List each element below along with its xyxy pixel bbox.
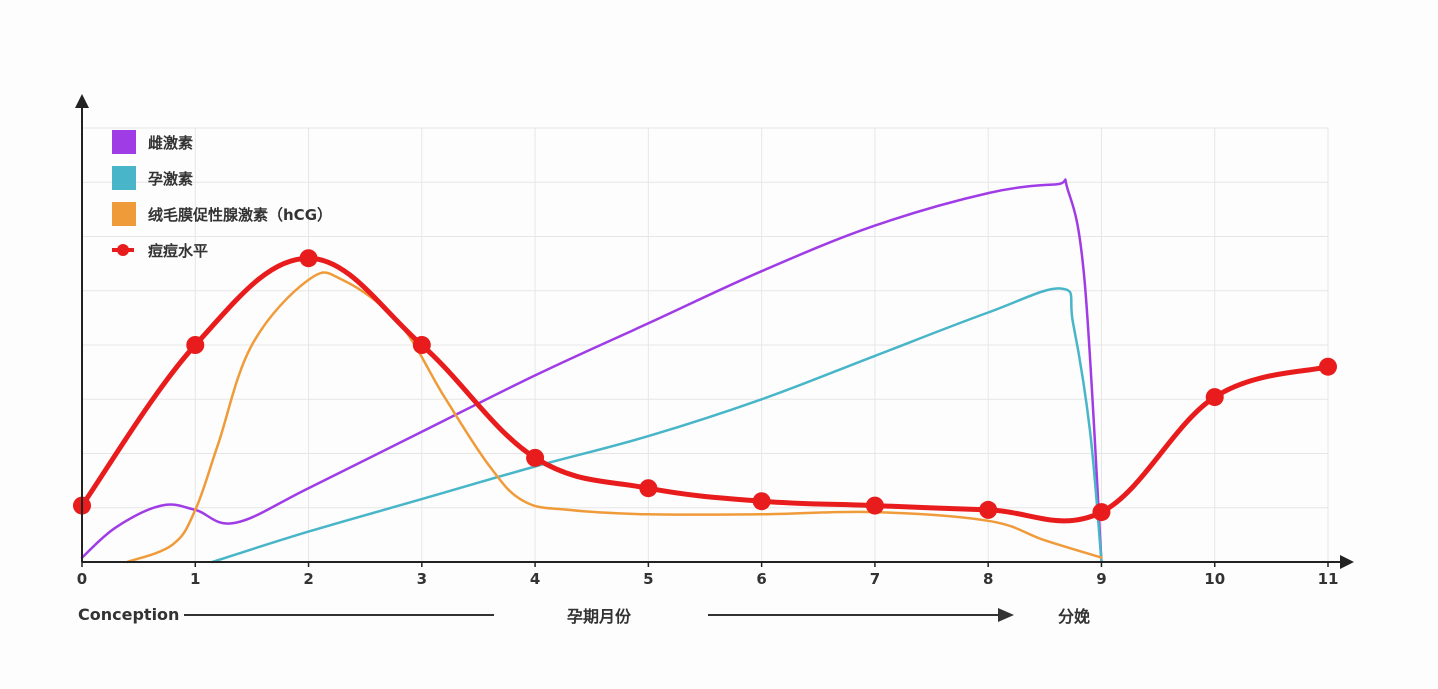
x-tick-label: 3 [417,570,427,588]
legend-label: 孕激素 [148,170,193,188]
data-point [412,336,431,354]
x-tick-label: 8 [983,570,993,588]
legend-swatch [112,202,136,226]
series-layer [73,178,1337,564]
legend-swatch-dot [117,244,129,256]
data-point [1205,388,1224,407]
data-point [1092,503,1111,522]
x-tick-label: 9 [1096,570,1106,588]
x-tick-label: 5 [643,570,653,588]
legend-item: 雌激素 [112,130,193,154]
series-1 [211,287,1103,564]
x-tick-label: 6 [756,570,766,588]
legend-label: 雌激素 [148,134,193,152]
x-tick-label: 2 [303,570,313,588]
series-line [79,255,1331,524]
data-point [299,249,318,268]
x-axis-arrow [1340,555,1354,569]
legend-item: 绒毛膜促性腺激素（hCG） [112,202,332,226]
data-point [526,448,545,467]
legend-swatch [112,130,136,154]
legend-label: 绒毛膜促性腺激素（hCG） [148,206,332,224]
legend-item: 痘痘水平 [112,242,208,260]
axes [75,94,1354,569]
caption-delivery: 分娩 [1058,607,1090,626]
series-line [126,271,1103,564]
series-2 [126,271,1103,564]
x-tick-label: 1 [190,570,200,588]
caption-arrow-head [998,608,1014,622]
x-axis-captions: Conception 孕期月份 分娩 [78,605,1090,626]
legend-swatch [112,166,136,190]
series-line [211,287,1103,564]
x-tick-label: 10 [1204,570,1225,588]
caption-pregnancy-months: 孕期月份 [567,607,632,626]
data-point [1319,357,1337,376]
data-point [752,492,771,511]
data-point [865,496,884,515]
x-tick-label: 7 [870,570,880,588]
legend-item: 孕激素 [112,166,193,190]
series-3 [73,249,1337,524]
x-tick-label: 11 [1318,570,1339,588]
data-point [639,479,658,498]
legend-label: 痘痘水平 [148,242,208,260]
x-tick-label: 4 [530,570,540,588]
x-tick-label: 0 [77,570,87,588]
data-point [186,336,205,354]
data-point [979,500,998,519]
x-tick-labels: 0 1 2 3 4 5 6 7 8 9 10 11 [77,562,1339,588]
y-axis-arrow [75,94,89,108]
caption-conception: Conception [78,605,179,624]
